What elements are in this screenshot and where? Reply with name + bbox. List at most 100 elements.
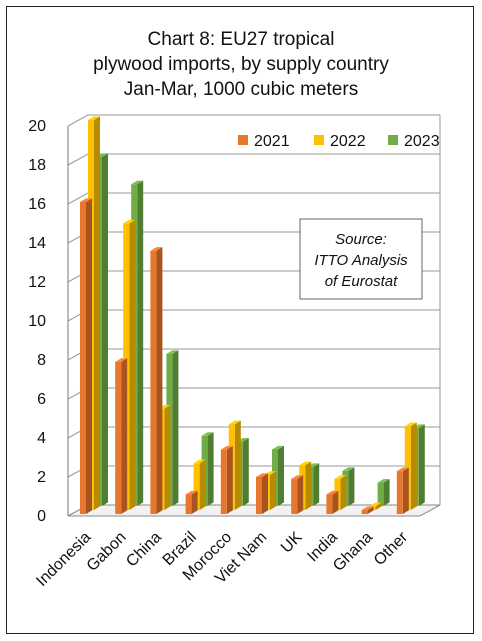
bar-top	[256, 473, 268, 477]
bar-front	[115, 361, 122, 514]
bar-top	[123, 219, 136, 224]
gridline	[67, 153, 440, 166]
y-tick-label: 16	[28, 196, 46, 213]
bar-viet-nam-2021	[256, 473, 268, 514]
bar-top	[396, 467, 409, 472]
bar-top	[334, 475, 347, 479]
bar-front	[150, 250, 157, 514]
bar-morocco-2021	[220, 446, 233, 514]
bar-top	[185, 490, 198, 495]
bar-front	[185, 494, 192, 514]
bar-top	[220, 446, 233, 450]
bar-side	[375, 502, 382, 510]
bar-side	[121, 358, 128, 514]
bar-side	[402, 467, 409, 514]
bar-top	[193, 459, 206, 464]
y-tick-label: 18	[28, 157, 46, 174]
bar-top	[326, 490, 339, 495]
y-tick-label: 0	[37, 508, 46, 525]
bar-brazil-2022	[193, 459, 206, 510]
legend-label-2022: 2022	[330, 133, 366, 150]
bar-top	[115, 358, 128, 362]
bar-top	[201, 432, 214, 436]
source-line: of Eurostat	[325, 273, 398, 290]
bar-side	[340, 475, 347, 510]
source-line: Source:	[335, 231, 387, 248]
gridline	[67, 192, 440, 205]
legend-swatch-2023	[388, 135, 398, 145]
bar-side	[242, 438, 249, 506]
bar-side	[348, 467, 355, 506]
title-line-2: plywood imports, by supply country	[93, 54, 389, 75]
bar-side	[270, 471, 276, 510]
bar-gabon-2021	[115, 358, 128, 514]
category-label: Ghana	[330, 529, 376, 575]
y-tick-label: 20	[28, 118, 46, 135]
bar-front	[326, 494, 333, 514]
bar-uk-2021	[291, 475, 304, 514]
bar-side	[191, 490, 198, 514]
y-tick-label: 2	[37, 469, 46, 486]
bar-side	[86, 198, 92, 514]
category-label: China	[123, 529, 165, 571]
bar-side	[94, 116, 100, 511]
y-tick-label: 6	[37, 391, 46, 408]
title-line-1: Chart 8: EU27 tropical	[147, 29, 335, 50]
bar-front	[256, 476, 262, 514]
bar-side	[164, 405, 171, 510]
category-label: Other	[371, 528, 412, 569]
bar-side	[418, 424, 425, 506]
bar-front	[291, 478, 298, 514]
bar-india-2021	[326, 490, 339, 514]
bar-front	[80, 202, 86, 514]
y-tick-label: 8	[37, 352, 46, 369]
bar-side	[332, 490, 339, 514]
bar-front	[377, 482, 384, 506]
chart-title: Chart 8: EU27 tropical plywood imports, …	[0, 27, 482, 102]
bar-top	[80, 198, 92, 202]
bar-ghana-2021	[361, 506, 374, 514]
bar-brazil-2021	[185, 490, 198, 514]
y-tick-label: 14	[28, 235, 46, 252]
bar-top	[291, 475, 304, 479]
legend: 2021 2022 2023	[238, 133, 440, 150]
bar-top	[150, 247, 163, 251]
category-label: Gabon	[84, 529, 130, 575]
bars	[80, 116, 425, 514]
bar-side	[234, 420, 241, 510]
bar-top	[166, 350, 179, 354]
bar-top	[272, 445, 284, 450]
y-tick-label: 12	[28, 274, 46, 291]
bar-side	[297, 475, 304, 514]
bar-top	[131, 180, 144, 185]
y-tick-label: 4	[37, 430, 46, 447]
bar-top	[361, 506, 374, 511]
bar-side	[226, 446, 233, 514]
source-annotation: Source: ITTO Analysis of Eurostat	[299, 218, 423, 300]
bar-front	[220, 449, 227, 514]
bar-top	[369, 502, 382, 507]
bar-side	[129, 219, 136, 510]
bar-top	[299, 461, 312, 466]
bar-side	[305, 461, 312, 510]
gridline	[67, 114, 440, 127]
title-line-3: Jan-Mar, 1000 cubic meters	[123, 79, 359, 100]
legend-label-2023: 2023	[404, 133, 440, 150]
bar-side	[172, 350, 179, 506]
bar-top	[228, 420, 241, 425]
bar-ghana-2023	[377, 479, 390, 506]
bar-side	[367, 506, 374, 514]
bar-top	[404, 422, 417, 427]
y-tick-labels: 0 2 4 6 8 10 12 14 16 18 20	[28, 118, 46, 525]
source-box	[299, 218, 423, 300]
bar-other-2021	[396, 467, 409, 514]
bar-front	[396, 471, 403, 514]
bar-side	[207, 432, 214, 506]
bar-side	[278, 445, 284, 506]
bar-side	[262, 473, 268, 514]
bar-side	[199, 459, 206, 510]
legend-label-2021: 2021	[254, 133, 290, 150]
bar-front	[193, 463, 200, 510]
bar-front	[361, 510, 368, 514]
bar-top	[377, 479, 390, 483]
